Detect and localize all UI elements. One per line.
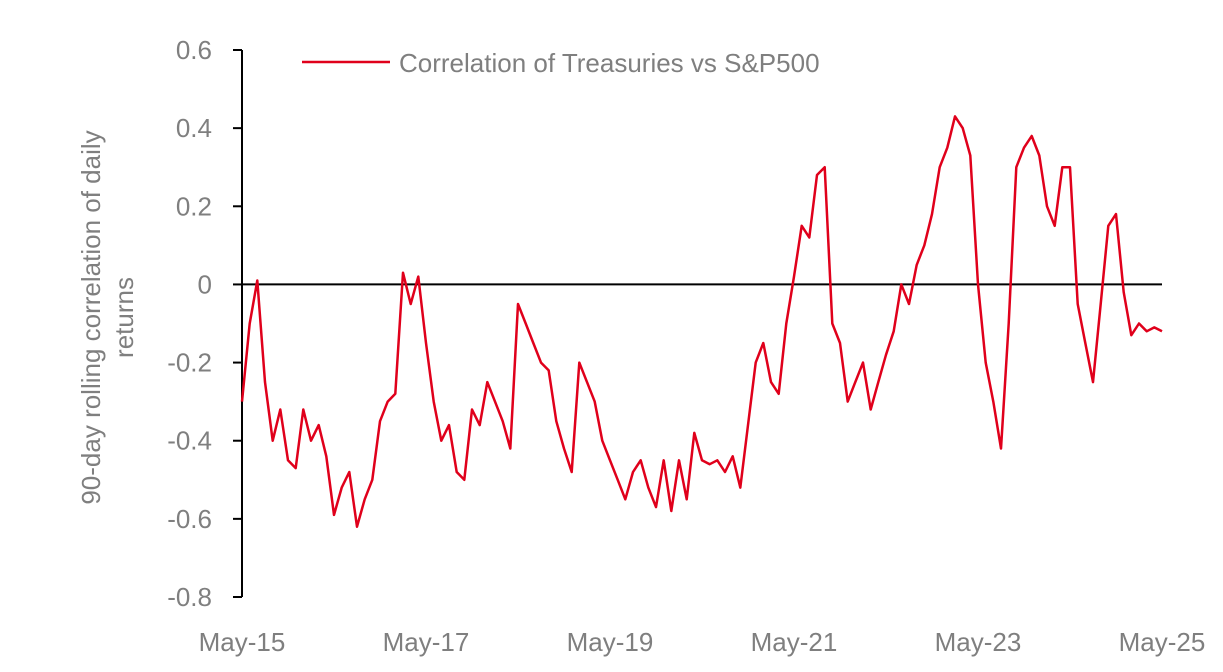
legend-label: Correlation of Treasuries vs S&P500 xyxy=(399,48,820,78)
legend: Correlation of Treasuries vs S&P500 xyxy=(302,48,820,78)
x-tick-label: May-17 xyxy=(383,627,470,657)
y-tick-label: -0.4 xyxy=(167,426,212,456)
x-tick-label: May-23 xyxy=(935,627,1022,657)
y-ticks: 0.6 0.4 0.2 0 -0.2 -0.4 -0.6 -0.8 xyxy=(167,35,242,612)
x-ticks: May-15 May-17 May-19 May-21 May-23 May-25 xyxy=(199,627,1206,657)
x-tick-label: May-15 xyxy=(199,627,286,657)
y-axis-title-line-2: returns xyxy=(109,277,139,358)
y-tick-label: 0.6 xyxy=(176,35,212,65)
y-tick-label: 0.2 xyxy=(176,191,212,221)
y-tick-label: 0.4 xyxy=(176,113,212,143)
y-tick-label: -0.2 xyxy=(167,348,212,378)
x-tick-label: May-25 xyxy=(1119,627,1206,657)
x-tick-label: May-21 xyxy=(751,627,838,657)
correlation-series-line xyxy=(240,115,1163,528)
y-tick-label: -0.6 xyxy=(167,504,212,534)
y-tick-label: 0 xyxy=(198,269,212,299)
y-axis-title: 90-day rolling correlation of daily retu… xyxy=(76,130,139,504)
x-tick-label: May-19 xyxy=(567,627,654,657)
y-tick-label: -0.8 xyxy=(167,582,212,612)
y-axis-title-line-1: 90-day rolling correlation of daily xyxy=(76,130,106,504)
